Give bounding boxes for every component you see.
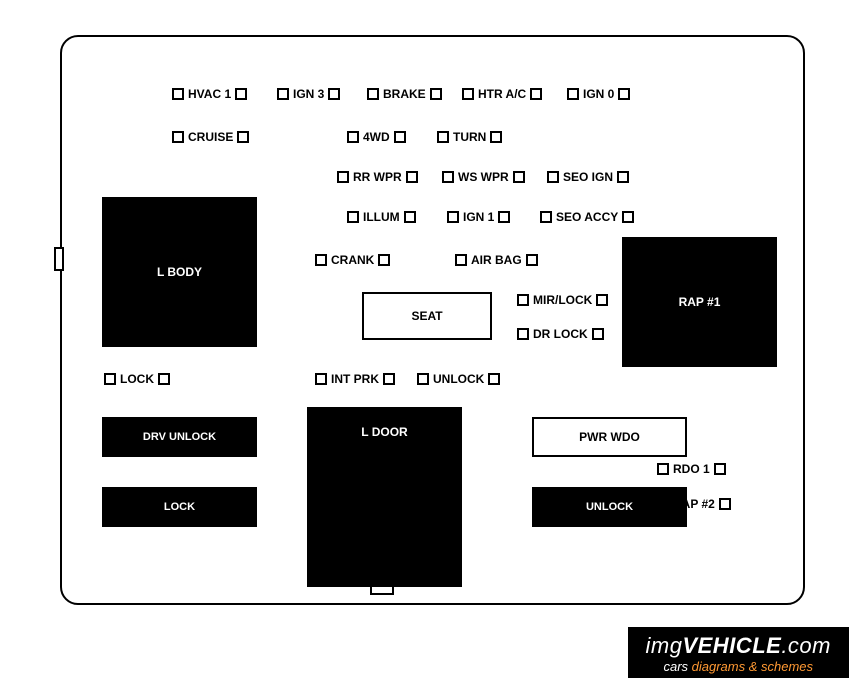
fuse-seoaccy: SEO ACCY — [540, 210, 634, 224]
fuse-crank: CRANK — [315, 253, 390, 267]
fuse-ign3: IGN 3 — [277, 87, 340, 101]
fuse-hvac1: HVAC 1 — [172, 87, 247, 101]
fuse-4wd: 4WD — [347, 130, 406, 144]
block-label: LOCK — [164, 501, 195, 513]
fuse-lock: LOCK — [104, 372, 170, 386]
block-label: L BODY — [157, 265, 202, 279]
fuse-rrwpr: RR WPR — [337, 170, 418, 184]
block-label: RAP #1 — [679, 295, 721, 309]
watermark: imgVEHICLE.com cars diagrams & schemes — [628, 627, 850, 678]
block-lbody: L BODY — [102, 197, 257, 347]
block-label: L DOOR — [361, 425, 407, 439]
block-lock: LOCK — [102, 487, 257, 527]
fuse-rdo1: RDO 1 — [657, 462, 726, 476]
fuse-pin-right — [235, 88, 247, 100]
fuse-htrac: HTR A/C — [462, 87, 542, 101]
box-seat: SEAT — [362, 292, 492, 340]
box-pwrwdo: PWR WDO — [532, 417, 687, 457]
panel-tab-bottom — [370, 585, 394, 595]
fuse-airbag: AIR BAG — [455, 253, 538, 267]
fuse-pin-left — [172, 88, 184, 100]
fuse-turn: TURN — [437, 130, 502, 144]
fuse-ign0: IGN 0 — [567, 87, 630, 101]
block-ldoor: L DOOR — [307, 407, 462, 587]
fuse-seoign: SEO IGN — [547, 170, 629, 184]
block-rap1: RAP #1 — [622, 237, 777, 367]
fuse-wswpr: WS WPR — [442, 170, 525, 184]
watermark-title: imgVEHICLE.com — [646, 633, 832, 659]
fuse-unlock: UNLOCK — [417, 372, 500, 386]
block-label: UNLOCK — [586, 501, 633, 513]
fuse-mirlock: MIR/LOCK — [517, 293, 608, 307]
fuse-panel: HVAC 1 IGN 3 BRAKE HTR A/C IGN 0 CRUISE … — [60, 35, 805, 605]
fuse-drlock: DR LOCK — [517, 327, 604, 341]
block-label: DRV UNLOCK — [143, 431, 216, 443]
fuse-ign1: IGN 1 — [447, 210, 510, 224]
fuse-cruise: CRUISE — [172, 130, 249, 144]
block-drvunlock: DRV UNLOCK — [102, 417, 257, 457]
watermark-subtitle: cars diagrams & schemes — [646, 659, 832, 674]
panel-tab-left — [54, 247, 64, 271]
box-label: PWR WDO — [579, 430, 640, 444]
fuse-illum: ILLUM — [347, 210, 416, 224]
block-unlock: UNLOCK — [532, 487, 687, 527]
fuse-label: HVAC 1 — [188, 87, 231, 101]
fuse-brake: BRAKE — [367, 87, 442, 101]
box-label: SEAT — [411, 309, 442, 323]
fuse-intprk: INT PRK — [315, 372, 395, 386]
